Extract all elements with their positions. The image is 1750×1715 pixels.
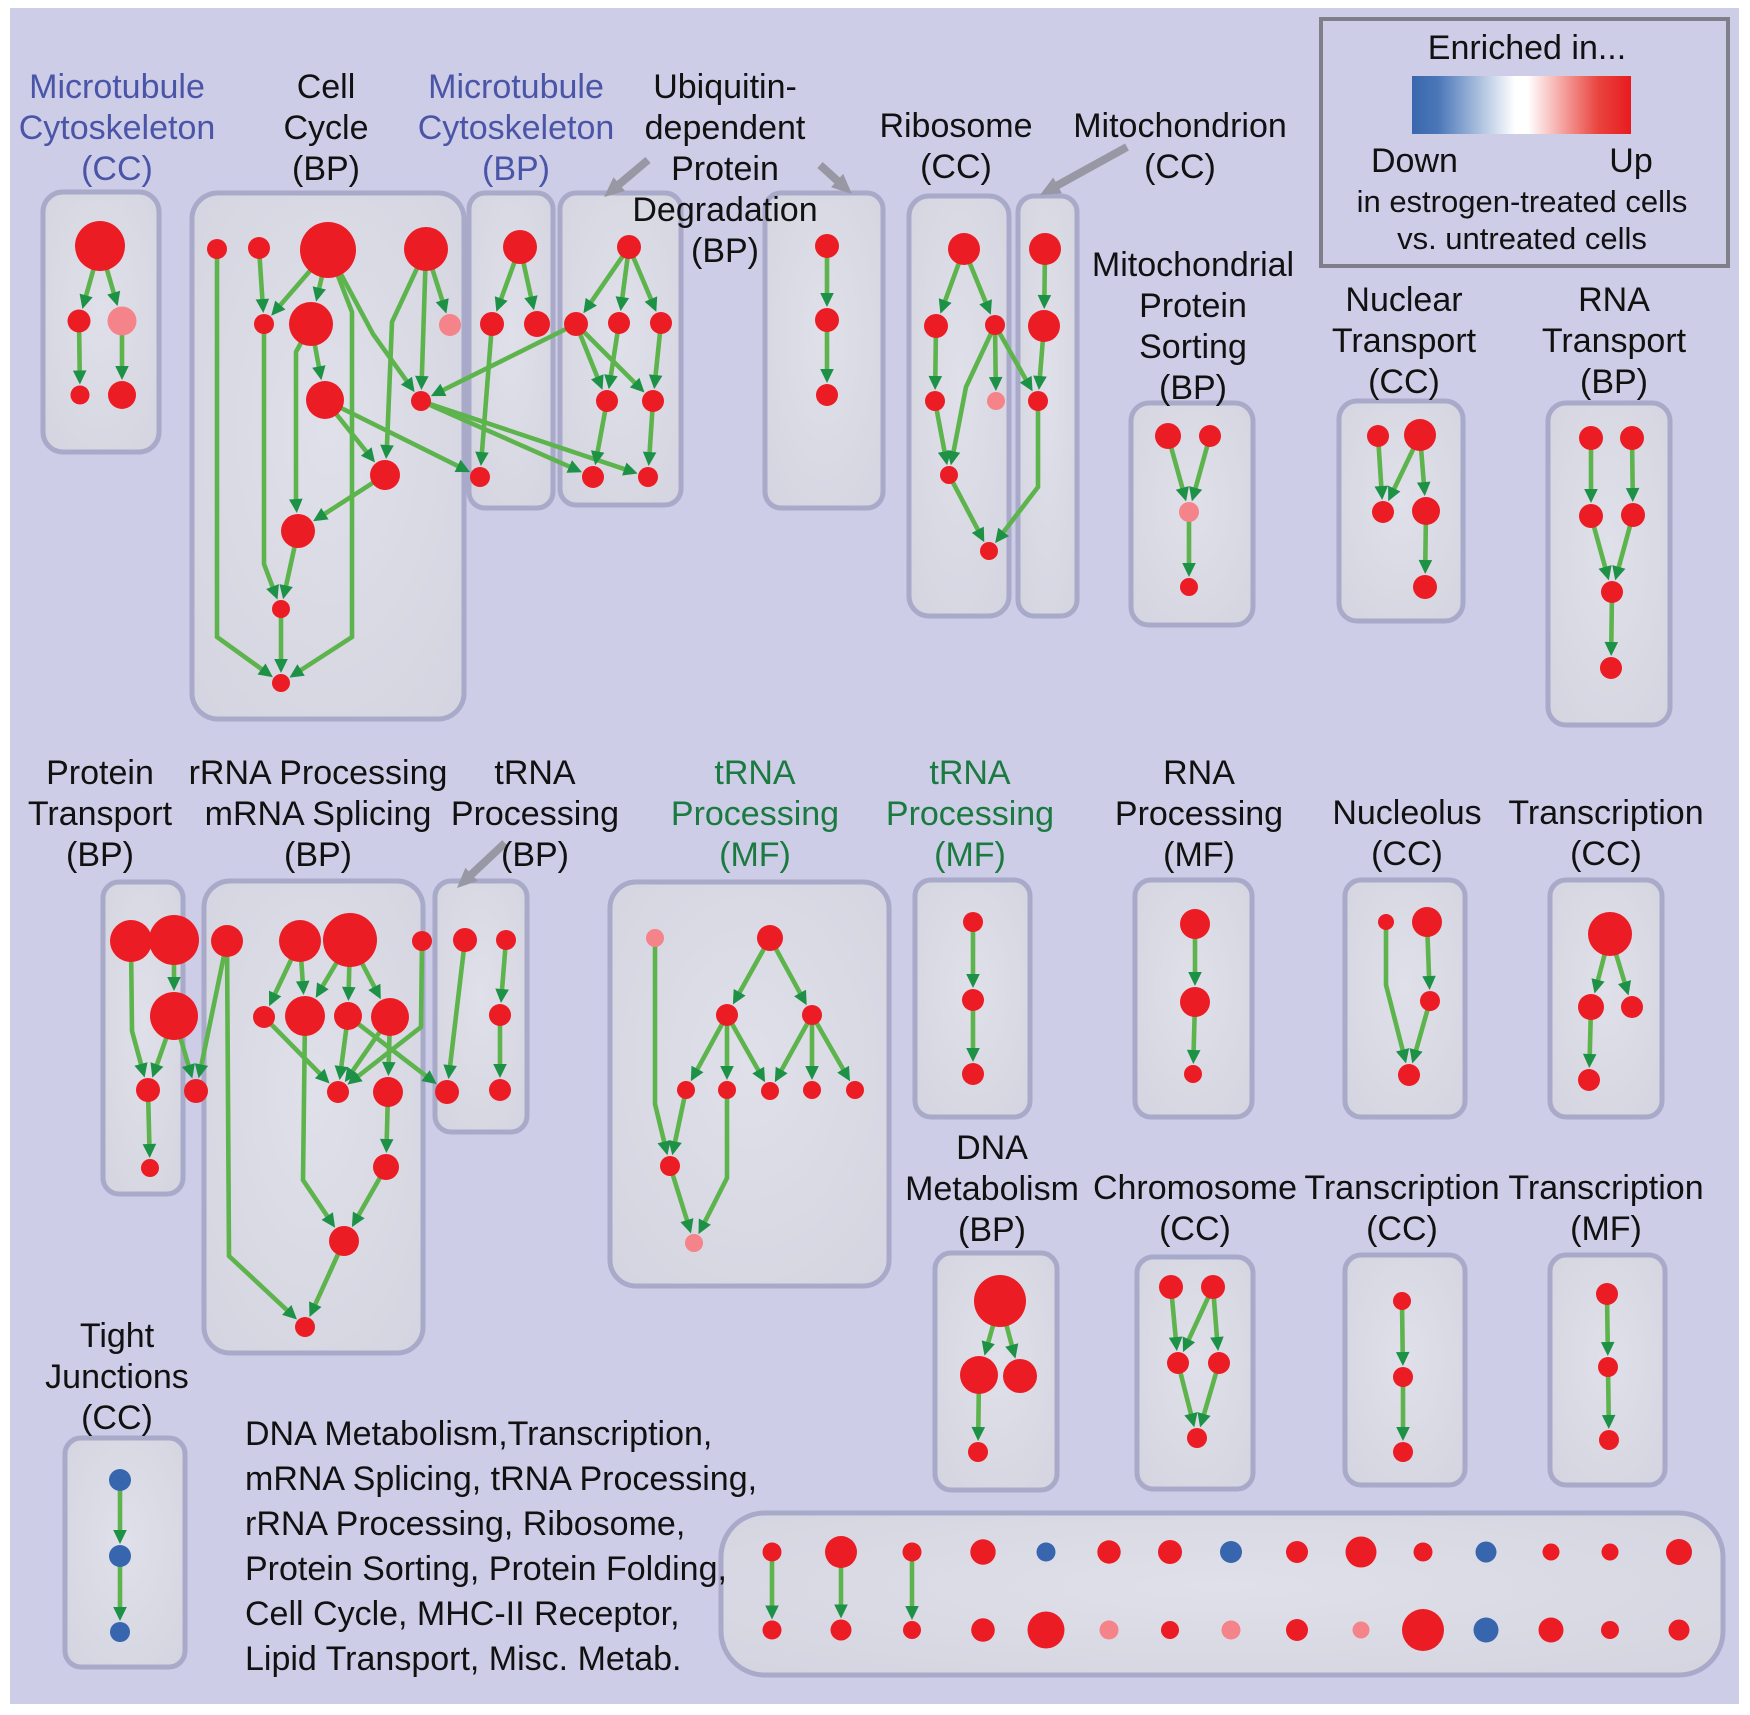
svg-text:Microtubule: Microtubule [29,68,205,106]
svg-text:DNA: DNA [956,1129,1028,1167]
svg-text:(CC): (CC) [1570,835,1642,873]
svg-text:Mitochondrial: Mitochondrial [1092,246,1294,284]
svg-text:tRNA: tRNA [714,754,796,792]
svg-text:Transport: Transport [1542,322,1687,360]
svg-text:Microtubule: Microtubule [428,68,604,106]
svg-text:Mitochondrion: Mitochondrion [1073,107,1287,145]
svg-text:(BP): (BP) [292,150,360,188]
svg-text:(BP): (BP) [958,1211,1026,1249]
svg-text:Junctions: Junctions [45,1358,189,1396]
svg-text:(CC): (CC) [1159,1210,1231,1248]
svg-text:Down: Down [1371,142,1458,180]
svg-text:Sorting: Sorting [1139,328,1247,366]
svg-text:(MF): (MF) [1163,836,1235,874]
svg-text:mRNA Splicing, tRNA Processing: mRNA Splicing, tRNA Processing, [245,1460,757,1498]
svg-text:(CC): (CC) [1366,1210,1438,1248]
svg-text:Tight: Tight [80,1317,155,1355]
svg-text:(BP): (BP) [1580,363,1648,401]
svg-text:(CC): (CC) [920,148,992,186]
svg-text:RNA: RNA [1163,754,1235,792]
svg-text:Cycle: Cycle [283,109,368,147]
svg-text:rRNA Processing: rRNA Processing [189,754,448,792]
svg-text:Ubiquitin-: Ubiquitin- [653,68,797,106]
svg-text:Transport: Transport [1332,322,1477,360]
svg-text:Cytoskeleton: Cytoskeleton [19,109,216,147]
svg-text:Ribosome: Ribosome [879,107,1032,145]
svg-text:mRNA Splicing: mRNA Splicing [205,795,432,833]
svg-text:Lipid Transport, Misc. Metab.: Lipid Transport, Misc. Metab. [245,1640,682,1678]
svg-text:(MF): (MF) [1570,1210,1642,1248]
svg-text:Protein: Protein [1139,287,1247,325]
svg-text:Enriched in...: Enriched in... [1428,29,1626,67]
svg-text:(MF): (MF) [719,836,791,874]
svg-text:(BP): (BP) [691,232,759,270]
svg-text:Cell Cycle, MHC-II Receptor,: Cell Cycle, MHC-II Receptor, [245,1595,680,1633]
svg-text:Nuclear: Nuclear [1345,281,1462,319]
svg-text:(BP): (BP) [284,836,352,874]
svg-text:(CC): (CC) [1144,148,1216,186]
svg-text:RNA: RNA [1578,281,1650,319]
svg-text:(BP): (BP) [1159,369,1227,407]
svg-text:rRNA Processing, Ribosome,: rRNA Processing, Ribosome, [245,1505,685,1543]
svg-text:DNA Metabolism,Transcription,: DNA Metabolism,Transcription, [245,1415,712,1453]
svg-text:Transcription: Transcription [1304,1169,1499,1207]
svg-text:Processing: Processing [451,795,619,833]
svg-text:dependent: dependent [645,109,806,147]
svg-text:Metabolism: Metabolism [905,1170,1079,1208]
svg-text:Protein: Protein [671,150,779,188]
svg-text:Protein: Protein [46,754,154,792]
svg-text:(CC): (CC) [1371,835,1443,873]
svg-text:tRNA: tRNA [494,754,576,792]
svg-text:tRNA: tRNA [929,754,1011,792]
svg-text:Cytoskeleton: Cytoskeleton [418,109,615,147]
svg-text:(CC): (CC) [1368,363,1440,401]
svg-text:Protein Sorting, Protein Foldi: Protein Sorting, Protein Folding, [245,1550,727,1588]
svg-text:Processing: Processing [1115,795,1283,833]
svg-text:(CC): (CC) [81,1399,153,1437]
svg-text:Transcription: Transcription [1508,1169,1703,1207]
svg-text:(BP): (BP) [66,836,134,874]
svg-text:(CC): (CC) [81,150,153,188]
svg-text:(BP): (BP) [501,836,569,874]
svg-text:Processing: Processing [886,795,1054,833]
svg-text:Transcription: Transcription [1508,794,1703,832]
svg-text:vs. untreated cells: vs. untreated cells [1397,221,1647,256]
svg-text:Nucleolus: Nucleolus [1332,794,1481,832]
svg-text:(BP): (BP) [482,150,550,188]
svg-text:Up: Up [1609,142,1652,180]
svg-text:in estrogen-treated cells: in estrogen-treated cells [1357,184,1688,219]
svg-text:Degradation: Degradation [632,191,817,229]
svg-text:Cell: Cell [297,68,356,106]
svg-text:Chromosome: Chromosome [1093,1169,1297,1207]
svg-text:Transport: Transport [28,795,173,833]
svg-text:(MF): (MF) [934,836,1006,874]
svg-text:Processing: Processing [671,795,839,833]
